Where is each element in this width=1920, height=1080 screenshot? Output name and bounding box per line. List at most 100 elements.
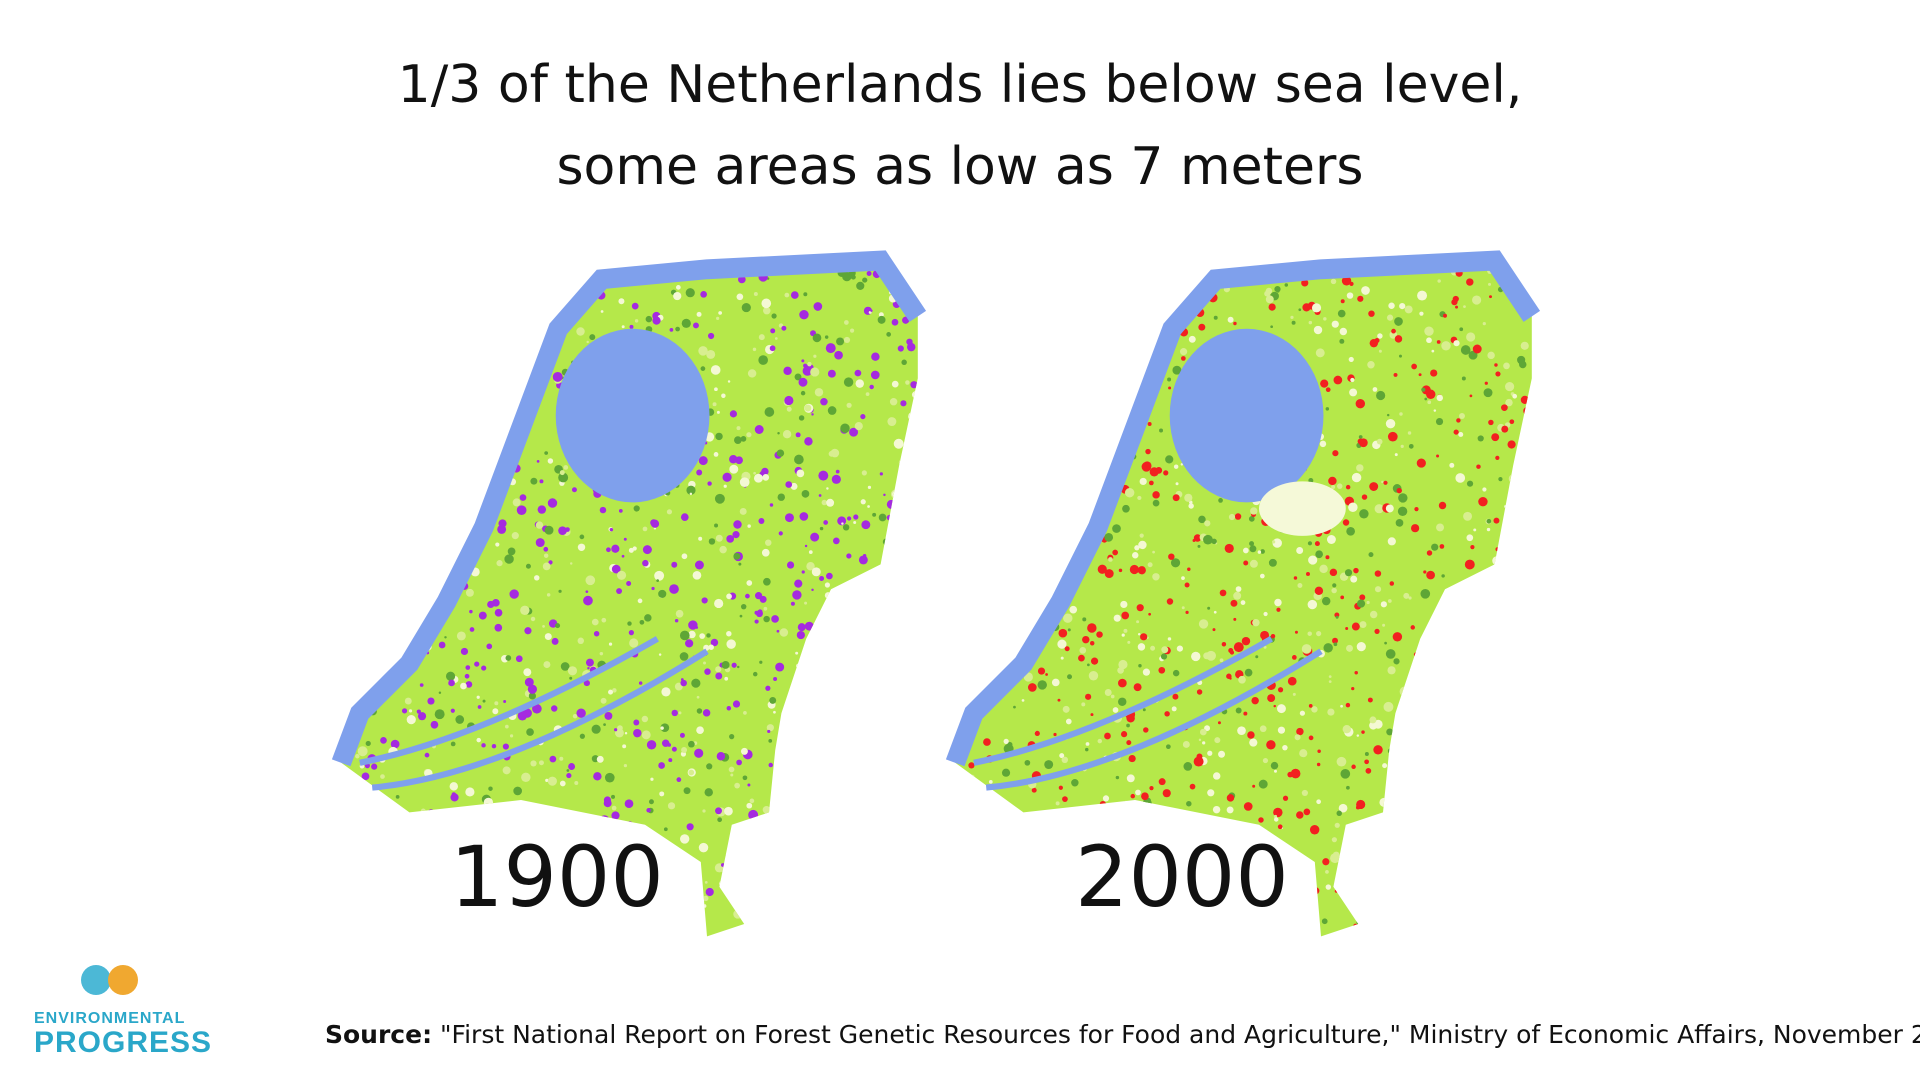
land-use-dot	[681, 553, 688, 560]
land-use-dot	[1213, 610, 1217, 614]
land-use-dot	[1035, 356, 1044, 365]
land-use-dot	[745, 874, 752, 882]
land-use-dot	[332, 828, 338, 834]
land-use-dot	[753, 473, 763, 483]
land-use-dot	[1473, 528, 1477, 532]
land-use-dot	[1000, 876, 1005, 881]
land-use-dot	[1340, 299, 1345, 304]
land-use-dot	[900, 525, 907, 532]
land-use-dot	[443, 279, 452, 287]
land-use-dot	[1417, 698, 1424, 706]
land-use-dot	[1218, 498, 1223, 503]
land-use-dot	[773, 710, 776, 714]
land-use-dot	[604, 711, 613, 720]
land-use-dot	[1020, 539, 1029, 548]
land-use-dot	[729, 734, 735, 740]
land-use-dot	[731, 662, 737, 668]
land-use-dot	[1471, 604, 1477, 610]
land-use-dot	[1527, 900, 1530, 904]
land-use-dot	[633, 719, 640, 726]
land-use-dot	[1097, 738, 1103, 744]
land-use-dot	[1142, 461, 1152, 471]
land-use-dot	[1459, 327, 1464, 332]
land-use-dot	[870, 646, 881, 656]
land-use-dot	[754, 867, 764, 877]
land-use-dot	[905, 570, 911, 576]
land-use-dot	[1138, 540, 1147, 550]
land-use-dot	[469, 822, 474, 827]
land-use-dot	[400, 323, 404, 327]
land-use-dot	[371, 377, 379, 385]
land-use-dot	[341, 708, 344, 712]
land-use-dot	[404, 291, 415, 302]
land-use-dot	[1005, 868, 1014, 877]
land-use-dot	[1400, 852, 1405, 857]
land-use-dot	[977, 870, 987, 879]
land-use-dot	[341, 882, 350, 893]
land-use-dot	[797, 702, 804, 710]
land-use-dot	[451, 792, 456, 797]
land-use-dot	[795, 651, 799, 655]
land-use-dot	[496, 560, 503, 567]
land-use-dot	[1163, 470, 1169, 476]
land-use-dot	[846, 553, 852, 559]
land-use-dot	[473, 260, 481, 268]
land-use-dot	[1520, 395, 1529, 404]
land-use-dot	[1411, 363, 1417, 370]
land-use-dot	[986, 617, 995, 625]
land-use-dot	[469, 815, 476, 822]
land-use-dot	[819, 614, 830, 625]
land-use-dot	[995, 400, 998, 404]
land-use-dot	[543, 546, 549, 552]
land-use-dot	[678, 711, 682, 715]
land-use-dot	[679, 834, 690, 844]
land-use-dot	[1167, 377, 1172, 382]
land-use-dot	[1350, 575, 1358, 583]
land-use-dot	[642, 559, 649, 567]
land-use-dot	[1303, 808, 1311, 816]
land-use-dot	[886, 499, 896, 509]
land-use-dot	[603, 927, 612, 936]
land-use-dot	[676, 777, 682, 783]
land-use-dot	[1167, 637, 1172, 641]
land-use-dot	[723, 484, 727, 488]
land-use-dot	[1413, 775, 1422, 784]
land-use-dot	[1243, 547, 1249, 554]
land-use-dot	[1067, 470, 1078, 481]
land-use-dot	[892, 490, 899, 498]
land-use-dot	[804, 621, 814, 631]
land-use-dot	[991, 502, 1001, 512]
land-use-dot	[1294, 630, 1298, 634]
land-use-dot	[663, 827, 668, 832]
land-use-dot	[1150, 260, 1157, 265]
land-use-dot	[1460, 345, 1471, 355]
land-use-dot	[408, 606, 418, 616]
land-use-dot	[1152, 573, 1160, 581]
land-use-dot	[1453, 340, 1460, 347]
land-use-dot	[1018, 919, 1023, 924]
land-use-dot	[1249, 545, 1257, 553]
land-use-dot	[759, 660, 763, 664]
land-use-dot	[1364, 759, 1369, 765]
land-use-dot	[834, 350, 843, 360]
land-use-dot	[695, 626, 699, 629]
land-use-dot	[1401, 849, 1410, 858]
land-use-dot	[468, 439, 471, 442]
land-use-dot	[1479, 832, 1483, 837]
land-use-dot	[510, 276, 519, 285]
land-use-dot	[1345, 702, 1351, 708]
land-use-dot	[428, 517, 433, 523]
land-use-dot	[1003, 857, 1012, 866]
land-use-dot	[679, 732, 685, 738]
land-use-dot	[765, 539, 772, 546]
land-use-dot	[761, 548, 770, 557]
land-use-dot	[1085, 742, 1090, 746]
land-use-dot	[567, 666, 578, 676]
land-use-dot	[365, 271, 369, 275]
land-use-dot	[1090, 362, 1095, 368]
land-use-dot	[384, 283, 393, 293]
land-use-dot	[347, 771, 357, 781]
land-use-dot	[1299, 907, 1310, 918]
land-use-dot	[622, 744, 627, 749]
land-use-dot	[470, 504, 479, 513]
